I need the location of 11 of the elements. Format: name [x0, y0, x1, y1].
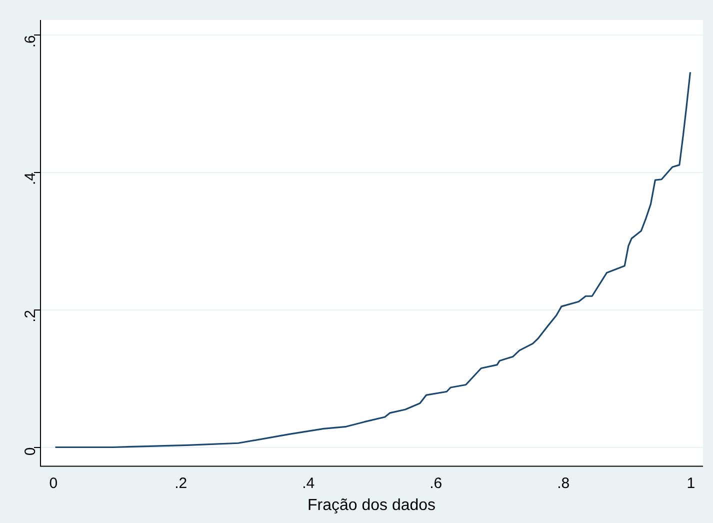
- x-tick-label: .6: [430, 474, 442, 492]
- x-tick-label: 0: [49, 474, 58, 492]
- x-tick-label: .8: [557, 474, 570, 492]
- y-tick-label: 0: [22, 447, 40, 456]
- x-tick-label: .4: [302, 474, 315, 492]
- x-tick-label: .2: [174, 474, 188, 492]
- x-axis-title: Fração dos dados: [307, 496, 436, 514]
- x-tick-label: 1: [686, 474, 696, 492]
- y-tick-label: .6: [22, 35, 40, 48]
- y-tick-label: .4: [22, 172, 40, 186]
- y-tick-label: .2: [22, 310, 40, 322]
